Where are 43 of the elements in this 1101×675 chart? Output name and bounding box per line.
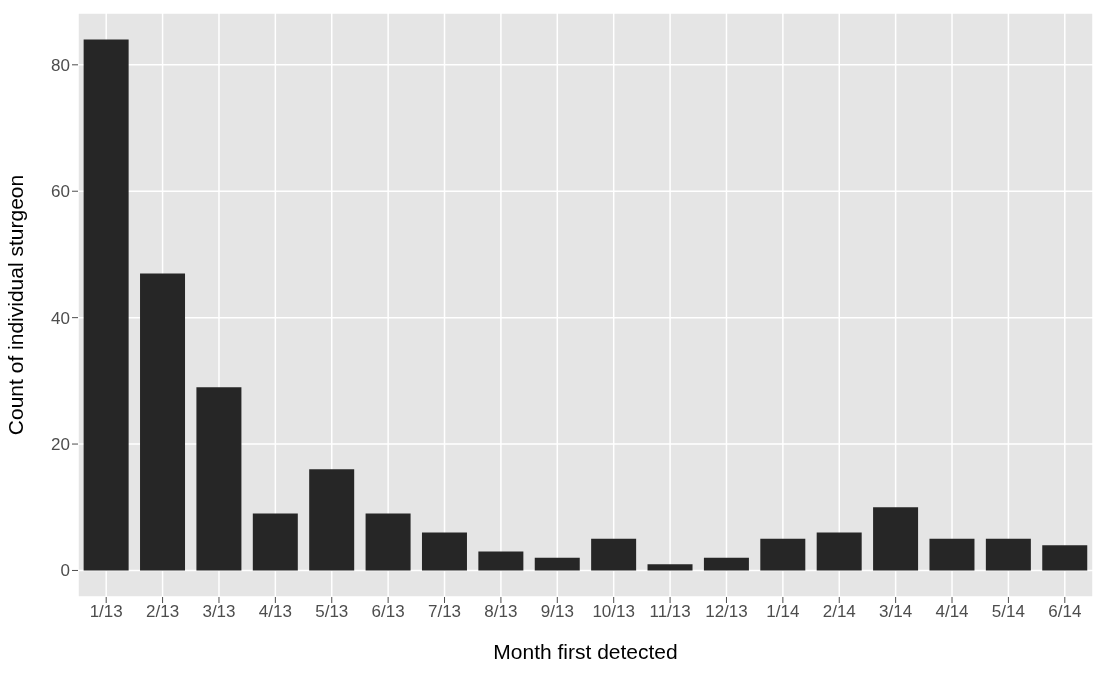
x-tick-label: 2/13 (146, 602, 180, 622)
y-tick-label: 40 (51, 308, 70, 328)
bar (309, 469, 355, 571)
x-tick-label: 5/14 (991, 602, 1025, 622)
bar (534, 557, 580, 571)
x-tick-label: 2/14 (822, 602, 856, 622)
bar (591, 538, 637, 571)
bar (873, 507, 919, 571)
x-tick-label: 8/13 (484, 602, 518, 622)
bar (140, 273, 186, 571)
x-tick-label: 1/13 (89, 602, 123, 622)
x-tick-label: 7/13 (427, 602, 462, 622)
bar (816, 532, 862, 571)
y-tick-label: 80 (51, 55, 70, 75)
bar (760, 538, 806, 571)
x-tick-label: 5/13 (315, 602, 349, 622)
bar (985, 538, 1031, 571)
y-axis-title: Count of individual sturgeon (4, 174, 28, 436)
x-tick-label: 4/14 (935, 602, 969, 622)
x-tick-label: 3/14 (879, 602, 913, 622)
x-tick-label: 3/13 (202, 602, 236, 622)
bar (252, 513, 298, 571)
bar (1042, 545, 1088, 571)
x-tick-label: 4/13 (258, 602, 292, 622)
y-tick-label: 60 (51, 182, 70, 202)
y-tick-label: 0 (60, 561, 70, 581)
bar (929, 538, 975, 571)
x-axis-title: Month first detected (493, 640, 678, 663)
y-tick-label: 20 (51, 435, 70, 455)
x-tick-label: 6/14 (1048, 602, 1082, 622)
x-tick-label: 10/13 (592, 602, 635, 622)
bar (478, 551, 524, 571)
bar (703, 557, 749, 571)
bar (196, 387, 242, 571)
bar (421, 532, 467, 571)
x-tick-label: 12/13 (705, 602, 748, 622)
bar (83, 39, 129, 571)
x-tick-label: 11/13 (649, 602, 691, 622)
x-tick-label: 1/14 (766, 602, 800, 622)
x-tick-label: 9/13 (540, 602, 574, 622)
bar (647, 564, 693, 571)
bar (365, 513, 411, 571)
x-tick-label: 6/13 (371, 602, 405, 622)
